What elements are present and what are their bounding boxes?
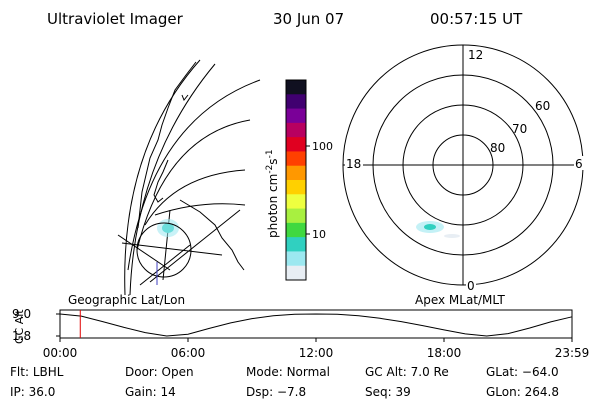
- mlat-label-70: 70: [512, 122, 527, 136]
- info-row-1: Flt: LBHL Door: Open Mode: Normal GC Alt…: [10, 365, 559, 379]
- altitude-series-line: [59, 313, 573, 337]
- mlt-label-18: 18: [346, 157, 361, 171]
- timeline-tick-label: 23:59: [555, 346, 590, 360]
- geo-lat-arc: [154, 203, 246, 216]
- geo-fov-circle: [136, 222, 192, 278]
- svg-text:Mode: Normal: Mode: Normal: [246, 365, 330, 379]
- geo-meridian: [121, 242, 223, 256]
- aurora-spot-polar: [424, 224, 436, 230]
- geographic-map-panel: [117, 59, 261, 295]
- info-value: LBHL: [33, 365, 64, 379]
- timeline-tick-label: 12:00: [299, 346, 334, 360]
- svg-text:IP: 36.0: IP: 36.0: [10, 385, 55, 399]
- colorbar-cell: [286, 165, 306, 181]
- polar-panel-label: Apex MLat/MLT: [415, 293, 505, 307]
- svg-text:GC Alt: 7.0 Re: GC Alt: 7.0 Re: [365, 365, 449, 379]
- timeline-tick-label: 18:00: [427, 346, 462, 360]
- info-value: 39: [396, 385, 411, 399]
- svg-text:Flt: LBHL: Flt: LBHL: [10, 365, 64, 379]
- coastline: [137, 61, 197, 229]
- colorbar-cell: [286, 80, 306, 95]
- colorbar-gradient: [286, 80, 306, 281]
- coastline: [181, 94, 189, 101]
- info-key: Flt:: [10, 365, 29, 379]
- colorbar-cell: [286, 180, 306, 195]
- date-label: 30 Jun 07: [273, 10, 344, 28]
- timeline-y-axis-label: GC Alt: [13, 309, 26, 344]
- coastline: [153, 159, 169, 203]
- colorbar-cell: [286, 222, 306, 238]
- geo-meridian: [139, 244, 191, 286]
- info-value: −7.8: [277, 385, 306, 399]
- info-value: 264.8: [525, 385, 559, 399]
- svg-text:Dsp: −7.8: Dsp: −7.8: [246, 385, 306, 399]
- info-key: GC Alt:: [365, 365, 407, 379]
- info-key: Seq:: [365, 385, 392, 399]
- colorbar-tick-label: 10: [312, 228, 326, 241]
- info-value: 36.0: [29, 385, 56, 399]
- info-value: Normal: [287, 365, 330, 379]
- svg-text:Gain: 14: Gain: 14: [125, 385, 176, 399]
- info-key: Dsp:: [246, 385, 273, 399]
- colorbar-cell: [286, 265, 306, 281]
- info-key: IP:: [10, 385, 25, 399]
- antarctic-coast: [179, 199, 245, 271]
- info-key: Gain:: [125, 385, 157, 399]
- info-value: −64.0: [522, 365, 559, 379]
- colorbar-cell: [286, 108, 306, 124]
- geo-panel-label: Geographic Lat/Lon: [68, 293, 185, 307]
- info-key: Door:: [125, 365, 158, 379]
- geo-limb: [129, 63, 216, 295]
- colorbar-cell: [286, 94, 306, 110]
- timeline-tick-label: 06:00: [171, 346, 206, 360]
- colorbar-cell: [286, 122, 306, 138]
- colorbar-cell: [286, 208, 306, 224]
- timeline-ytick-label: 1.8: [12, 329, 31, 343]
- info-key: GLat:: [486, 365, 518, 379]
- svg-text:GLat: −64.0: GLat: −64.0: [486, 365, 559, 379]
- svg-text:Seq: 39: Seq: 39: [365, 385, 411, 399]
- svg-text:Door: Open: Door: Open: [125, 365, 194, 379]
- geo-meridian: [149, 209, 241, 283]
- colorbar-cell: [286, 251, 306, 267]
- timeline-x-ticks: 00:00 06:00 12:00 18:00 23:59: [43, 338, 590, 360]
- time-label: 00:57:15 UT: [430, 10, 523, 28]
- mlat-label-60: 60: [535, 99, 550, 113]
- colorbar-frame: [285, 79, 307, 281]
- app-title: Ultraviolet Imager: [47, 10, 184, 28]
- colorbar-unit-label: photon cm-2s-1: [265, 149, 280, 238]
- aurora-halo-geo: [157, 219, 179, 237]
- mlt-label-12: 12: [468, 48, 483, 62]
- geo-lat-arc: [144, 169, 246, 226]
- info-value: 7.0 Re: [411, 365, 449, 379]
- colorbar-cell: [286, 151, 306, 167]
- mlat-label-80: 80: [490, 141, 505, 155]
- timeline-tick-label: 00:00: [43, 346, 78, 360]
- info-row-2: IP: 36.0 Gain: 14 Dsp: −7.8 Seq: 39 GLon…: [10, 385, 559, 399]
- info-value: Open: [162, 365, 194, 379]
- colorbar: 100 10 photon cm-2s-1: [265, 79, 333, 281]
- info-key: Mode:: [246, 365, 283, 379]
- geo-lat-arc: [127, 79, 261, 271]
- colorbar-cell: [286, 137, 306, 152]
- svg-text:GLon: 264.8: GLon: 264.8: [486, 385, 559, 399]
- info-key: GLon:: [486, 385, 521, 399]
- colorbar-cell: [286, 237, 306, 252]
- colorbar-tick-label: 100: [312, 140, 333, 153]
- timeline-ytick-label: 9.0: [12, 307, 31, 321]
- polar-mlt-panel: [342, 44, 584, 286]
- colorbar-cell: [286, 194, 306, 210]
- altitude-timeline: 00:00 06:00 12:00 18:00 23:59 9.0 1.8 GC Alt: [12, 307, 589, 360]
- geo-lat-arc: [136, 119, 251, 251]
- geo-limb: [124, 59, 201, 295]
- mlt-label-6: 6: [575, 157, 583, 171]
- info-value: 14: [160, 385, 175, 399]
- mlt-label-0: 0: [467, 279, 475, 293]
